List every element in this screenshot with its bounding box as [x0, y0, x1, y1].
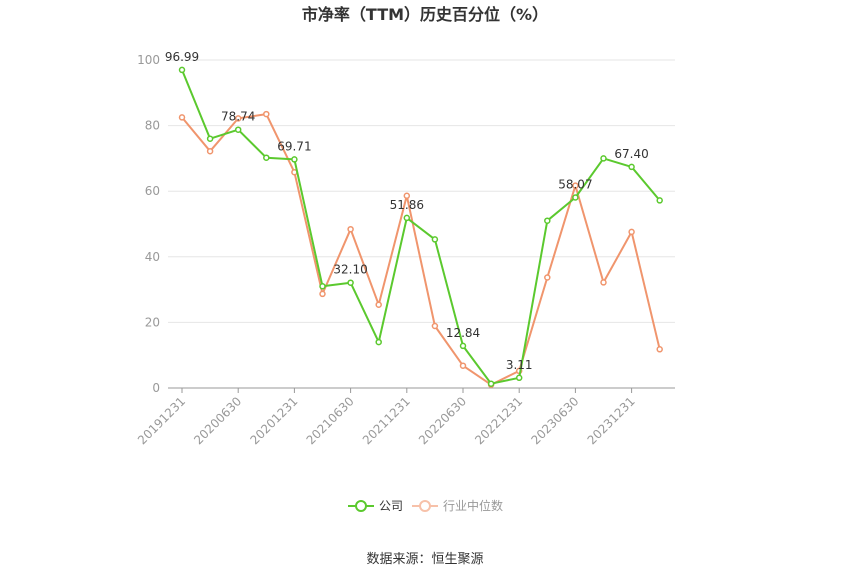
data-label: 58.07: [558, 178, 592, 192]
point-company[interactable]: [656, 197, 663, 204]
x-tick-label: 20210630: [304, 394, 357, 447]
x-tick-label: 20230630: [528, 394, 581, 447]
point-company[interactable]: [291, 156, 298, 163]
y-tick-label: 20: [145, 315, 160, 329]
point-company[interactable]: [544, 217, 551, 224]
data-label: 96.99: [165, 50, 199, 64]
point-industry[interactable]: [347, 225, 354, 233]
legend-marker-company: [355, 500, 367, 512]
point-industry[interactable]: [656, 346, 663, 353]
legend-label-company: 公司: [379, 499, 403, 513]
data-label: 51.86: [390, 198, 424, 212]
data-label: 32.10: [333, 263, 367, 277]
point-company[interactable]: [263, 154, 270, 161]
point-industry[interactable]: [234, 115, 242, 122]
series-line-company: [181, 69, 661, 385]
data-label: 69.71: [277, 139, 311, 153]
y-tick-label: 60: [145, 184, 160, 198]
y-tick-label: 0: [152, 381, 160, 395]
point-industry[interactable]: [375, 301, 382, 308]
y-tick-label: 40: [145, 250, 160, 264]
data-label: 3.11: [506, 358, 533, 372]
point-industry[interactable]: [544, 274, 551, 281]
point-company[interactable]: [206, 135, 214, 142]
point-company[interactable]: [178, 66, 186, 74]
point-industry[interactable]: [600, 279, 607, 286]
point-company[interactable]: [319, 283, 326, 290]
point-industry[interactable]: [263, 110, 270, 118]
point-industry[interactable]: [572, 182, 579, 189]
legend[interactable]: 公司 行业中位数: [348, 498, 503, 513]
legend-item-company[interactable]: 公司: [348, 499, 403, 513]
point-company[interactable]: [515, 374, 523, 382]
x-tick-label: 20220630: [416, 394, 469, 447]
x-tick-label: 20201231: [247, 394, 300, 447]
x-tick-label: 20221231: [472, 394, 525, 447]
point-industry[interactable]: [319, 290, 326, 298]
x-tick-label: 20200630: [191, 394, 244, 447]
point-company[interactable]: [375, 338, 382, 346]
point-company[interactable]: [459, 342, 467, 350]
data-label: 78.74: [221, 110, 255, 124]
point-company[interactable]: [628, 163, 635, 171]
point-company[interactable]: [487, 380, 495, 387]
y-tick-label: 100: [137, 53, 160, 67]
point-industry[interactable]: [459, 362, 467, 369]
point-company[interactable]: [600, 155, 607, 162]
point-company[interactable]: [234, 126, 242, 133]
series-line-industry: [181, 113, 661, 386]
x-tick-label: 20211231: [360, 394, 413, 447]
legend-marker-industry: [419, 500, 431, 512]
point-company[interactable]: [403, 214, 411, 222]
point-industry[interactable]: [403, 192, 411, 200]
data-label: 67.40: [614, 147, 648, 161]
point-industry[interactable]: [431, 322, 439, 330]
legend-item-industry[interactable]: 行业中位数: [412, 498, 503, 513]
y-tick-label: 80: [145, 119, 160, 133]
point-company[interactable]: [347, 279, 354, 286]
source-note: 数据来源：恒生聚源: [366, 552, 483, 567]
x-tick-label: 20191231: [135, 394, 188, 447]
chart-title: 市净率（TTM）历史百分位（%）: [302, 5, 548, 24]
data-labels: 96.99 78.74 69.71 32.10 51.86 12.84 3.11 58.07 6…: [165, 50, 649, 372]
x-tick-label: 20231231: [585, 394, 638, 447]
legend-label-industry: 行业中位数: [443, 498, 503, 513]
data-label: 12.84: [446, 326, 480, 340]
point-company[interactable]: [431, 236, 439, 243]
grid-lines: [168, 59, 675, 323]
point-company[interactable]: [572, 194, 579, 201]
point-industry[interactable]: [628, 228, 635, 236]
point-industry[interactable]: [206, 147, 214, 155]
series-layer: [178, 66, 663, 388]
point-industry[interactable]: [178, 114, 186, 121]
y-axis: 0 20 40 60 80 100: [137, 53, 160, 395]
x-axis: 20191231 20200630 20201231 20210630 20211231…: [135, 387, 675, 447]
